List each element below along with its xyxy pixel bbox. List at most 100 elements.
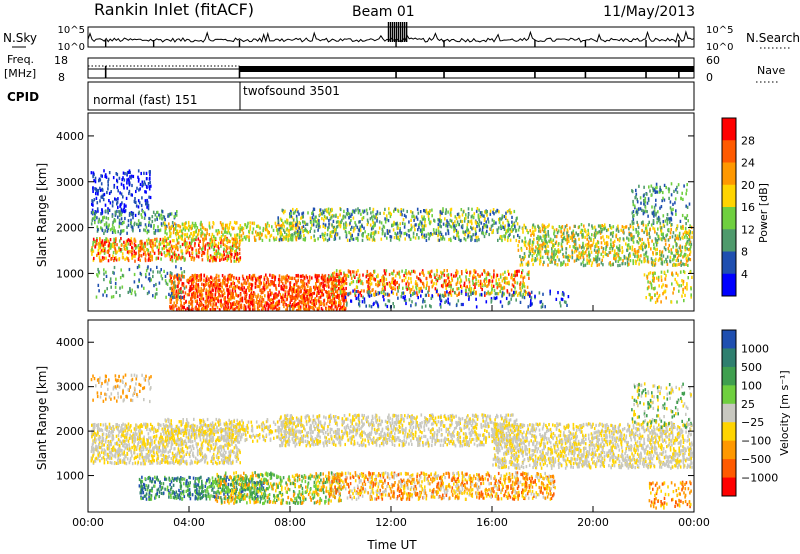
power-cell <box>518 269 520 273</box>
power-cell <box>102 293 104 297</box>
power-cell <box>471 237 473 241</box>
power-cell <box>336 232 339 236</box>
power-cell <box>114 281 117 286</box>
power-cell <box>524 244 527 248</box>
power-cell <box>113 226 115 230</box>
power-cell <box>290 221 293 225</box>
power-cell <box>359 225 362 229</box>
power-cell <box>315 281 317 286</box>
power-cell <box>454 291 456 295</box>
power-cell <box>474 282 477 286</box>
power-cell <box>173 287 175 291</box>
power-cell <box>508 280 510 284</box>
power-cell <box>299 307 302 311</box>
power-cell <box>296 223 299 227</box>
power-cell <box>484 210 486 214</box>
power-cell <box>336 272 338 277</box>
power-cell <box>201 293 204 297</box>
power-cell <box>308 305 310 309</box>
power-cell <box>255 230 257 234</box>
power-cell <box>186 232 189 236</box>
power-cell <box>192 284 195 288</box>
power-cell <box>521 269 524 273</box>
power-cell <box>112 254 114 258</box>
power-cell <box>559 249 562 253</box>
power-cell <box>280 295 283 299</box>
power-cell <box>443 273 446 277</box>
power-cell <box>98 217 100 221</box>
power-cell <box>333 297 336 301</box>
power-cell <box>198 308 201 311</box>
power-cell <box>208 285 211 289</box>
power-cell <box>314 304 317 308</box>
power-cell <box>154 295 156 299</box>
power-cell <box>299 305 302 309</box>
power-cell <box>131 256 133 260</box>
power-cell <box>160 268 162 272</box>
power-cell <box>230 259 232 263</box>
power-cell <box>207 289 209 293</box>
power-cell <box>200 301 203 305</box>
power-cell <box>504 279 506 283</box>
power-cell <box>391 223 393 227</box>
power-cell <box>523 223 525 227</box>
power-cell <box>516 281 519 285</box>
power-cell <box>376 219 378 223</box>
power-cell <box>126 250 129 254</box>
power-cell <box>219 308 221 311</box>
power-cell <box>429 232 432 236</box>
power-cell <box>253 292 256 296</box>
power-cell <box>423 215 425 219</box>
power-cell <box>330 215 333 219</box>
power-cell <box>439 217 441 221</box>
power-cell <box>430 275 432 279</box>
power-cell <box>139 247 142 251</box>
power-cell <box>103 268 105 272</box>
power-cell <box>97 209 99 213</box>
power-cell <box>272 282 274 286</box>
power-cell <box>467 232 469 236</box>
power-cell <box>293 301 295 305</box>
power-cell <box>261 308 263 311</box>
power-cell <box>195 229 198 233</box>
power-cell <box>358 273 361 277</box>
power-cell <box>157 225 159 229</box>
power-cell <box>422 217 425 221</box>
power-cell <box>581 246 583 250</box>
power-cell <box>381 279 383 283</box>
power-cell <box>218 255 221 259</box>
power-cell <box>368 281 370 285</box>
cpid-panel: CPID normal (fast) 151 twofsound 3501 <box>7 81 695 111</box>
beam-title: Beam 01 <box>352 4 415 20</box>
power-cell <box>302 274 304 278</box>
power-cell <box>108 253 111 258</box>
power-cell <box>489 292 491 296</box>
power-cell <box>204 227 207 232</box>
power-cell <box>514 224 516 228</box>
power-cell <box>333 271 336 275</box>
power-cell <box>522 292 524 297</box>
power-cell <box>268 283 271 287</box>
power-cell <box>200 234 203 238</box>
power-cell <box>235 248 237 253</box>
power-cell <box>105 240 108 244</box>
power-cell <box>292 211 295 215</box>
power-cell <box>283 304 285 309</box>
power-cell <box>582 252 584 256</box>
power-cell <box>470 235 473 239</box>
power-cell <box>112 176 115 180</box>
power-cell <box>319 301 322 305</box>
power-cell <box>257 295 259 299</box>
power-cell <box>328 211 330 215</box>
power-cell <box>239 229 241 234</box>
power-cell <box>556 255 559 259</box>
power-cell <box>284 294 286 299</box>
power-cell <box>119 232 122 236</box>
power-cell <box>296 293 299 297</box>
date-title: 11/May/2013 <box>603 4 695 20</box>
noise-trace <box>87 22 695 47</box>
power-cell <box>621 262 624 266</box>
power-cell <box>143 248 145 252</box>
power-cell <box>183 294 186 299</box>
power-cell <box>228 308 231 311</box>
